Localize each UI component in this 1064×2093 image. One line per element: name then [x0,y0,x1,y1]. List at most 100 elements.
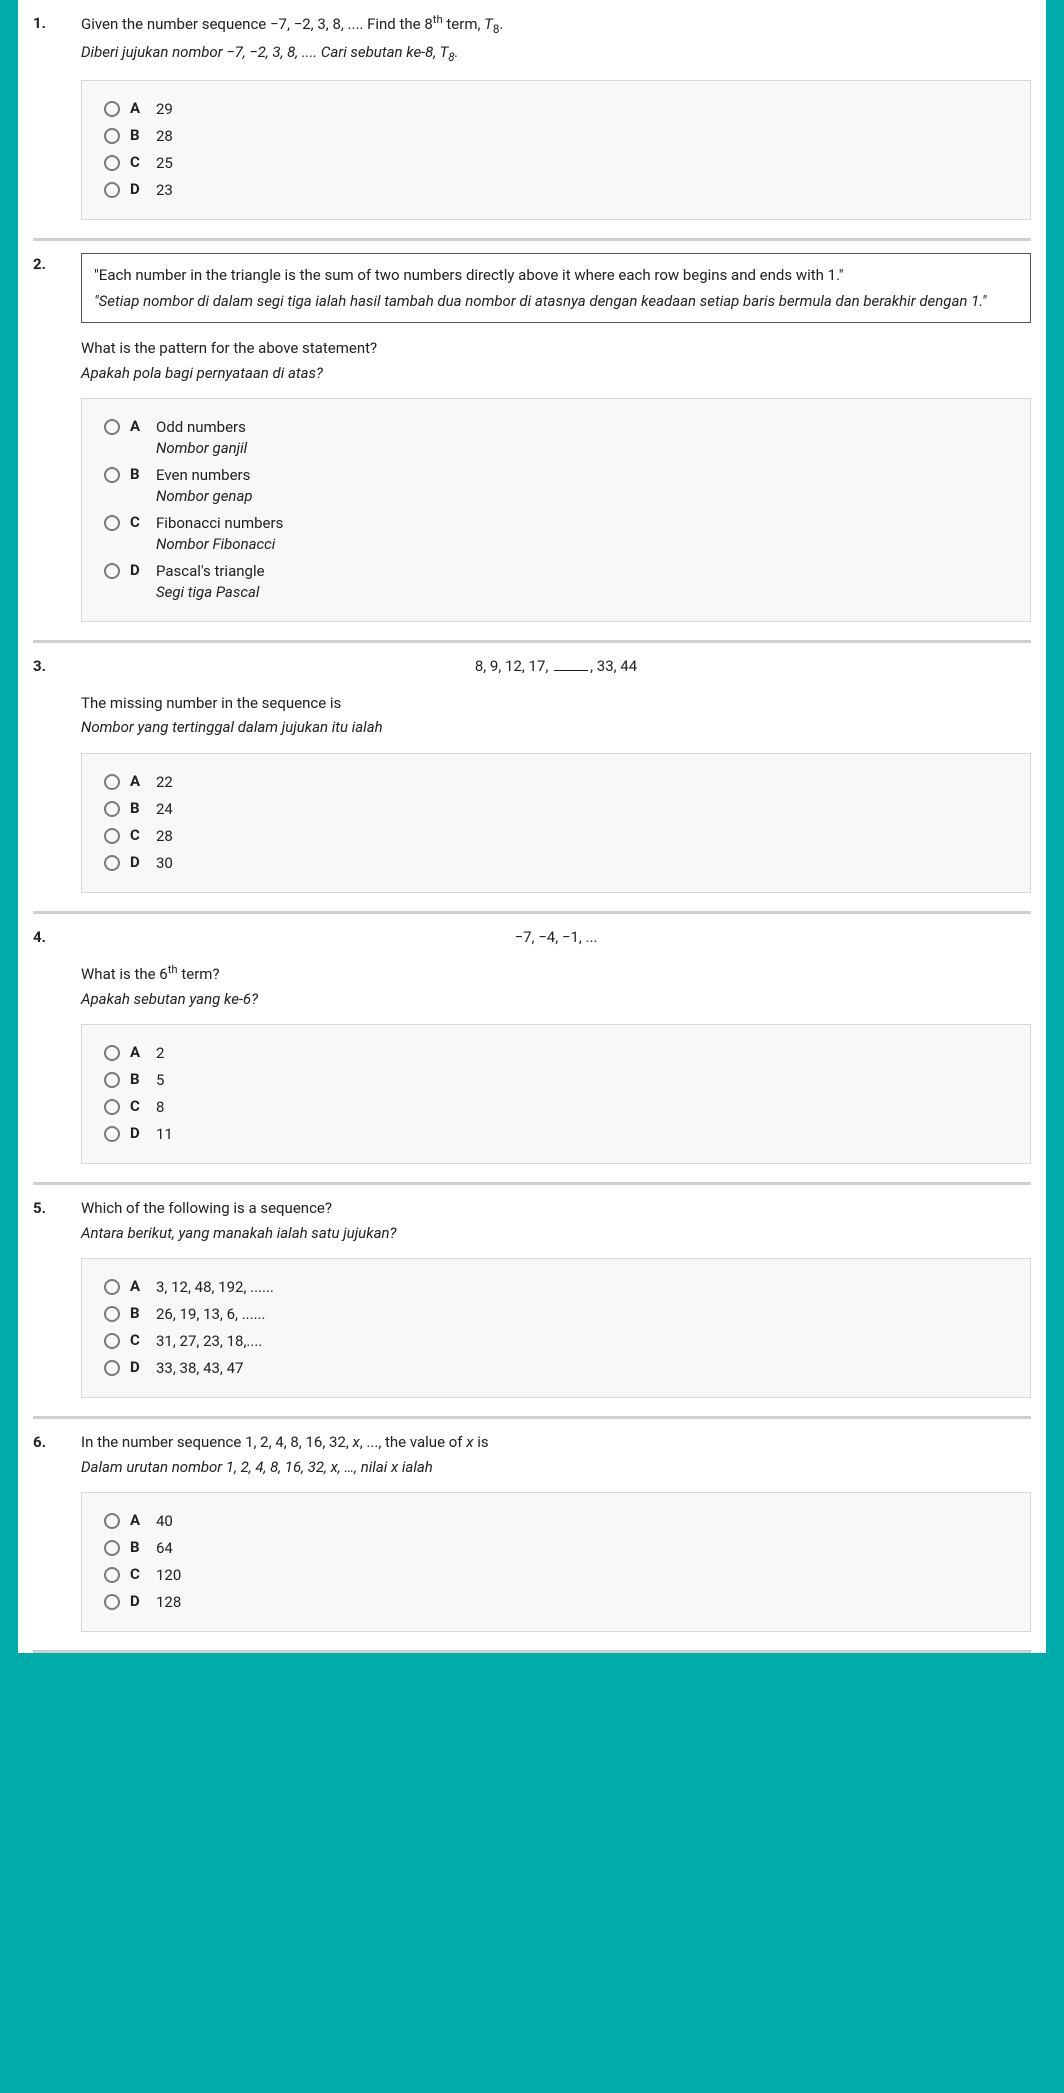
option-content: 5 [156,1070,1008,1091]
radio-icon[interactable] [104,1594,120,1610]
radio-icon[interactable] [104,563,120,579]
option-en: Fibonacci numbers [156,513,1008,534]
options-box: A2B5C8D11 [81,1024,1031,1164]
radio-icon[interactable] [104,1360,120,1376]
option[interactable]: A29 [104,99,1008,120]
radio-icon[interactable] [104,1126,120,1142]
radio-icon[interactable] [104,1072,120,1088]
option[interactable]: C 25 [104,153,1008,174]
option-letter: B [130,1070,146,1088]
radio-icon[interactable] [104,1099,120,1115]
radio-icon[interactable] [104,774,120,790]
option-content: 40 [156,1511,1008,1532]
question-text-en: What is the 6th term? [81,962,1031,986]
radio-icon[interactable] [104,515,120,531]
question: 4.−7, −4, −1, ...What is the 6th term?Ap… [18,914,1046,1165]
option-letter: C [130,1331,146,1349]
radio-icon[interactable] [104,467,120,483]
question-text-en: In the number sequence 1, 2, 4, 8, 16, 3… [81,1431,1031,1454]
option[interactable]: B28 [104,126,1008,147]
option-ms: Nombor ganjil [156,438,1008,459]
quote-ms: "Setiap nombor di dalam segi tiga ialah … [94,290,1018,313]
option-content: 28 [156,126,1008,147]
option[interactable]: D 30 [104,853,1008,874]
option-letter: C [130,1565,146,1583]
option-en: 25 [156,153,1008,174]
question-text-ms: Diberi jujukan nombor −7, −2, 3, 8, ....… [81,41,1031,67]
option[interactable]: C 31, 27, 23, 18,.... [104,1331,1008,1352]
option-letter: A [130,1043,146,1061]
radio-icon[interactable] [104,855,120,871]
option[interactable]: AOdd numbersNombor ganjil [104,417,1008,459]
question-number: 2. [33,253,81,622]
radio-icon[interactable] [104,1540,120,1556]
option-letter: C [130,513,146,531]
option-letter: A [130,1511,146,1529]
option[interactable]: C 28 [104,826,1008,847]
option-en: 24 [156,799,1008,820]
question-body: −7, −4, −1, ...What is the 6th term?Apak… [81,926,1031,1165]
question-text-en: Which of the following is a sequence? [81,1197,1031,1220]
option-content: 26, 19, 13, 6, ...... [156,1304,1008,1325]
question: 6.In the number sequence 1, 2, 4, 8, 16,… [18,1419,1046,1632]
option[interactable]: B5 [104,1070,1008,1091]
option-letter: C [130,826,146,844]
radio-icon[interactable] [104,1333,120,1349]
option[interactable]: A 40 [104,1511,1008,1532]
question: 5.Which of the following is a sequence?A… [18,1185,1046,1398]
option[interactable]: B24 [104,799,1008,820]
radio-icon[interactable] [104,1513,120,1529]
option[interactable]: C 120 [104,1565,1008,1586]
question-body: Which of the following is a sequence?Ant… [81,1197,1031,1398]
option[interactable]: C8 [104,1097,1008,1118]
option-content: 28 [156,826,1008,847]
option[interactable]: CFibonacci numbersNombor Fibonacci [104,513,1008,555]
radio-icon[interactable] [104,182,120,198]
options-box: A 40 B64 C 120 D128 [81,1492,1031,1632]
radio-icon[interactable] [104,419,120,435]
option[interactable]: D 23 [104,180,1008,201]
quote-en: "Each number in the triangle is the sum … [94,264,1018,287]
radio-icon[interactable] [104,1279,120,1295]
option-content: 11 [156,1124,1008,1145]
question-text-ms: Apakah sebutan yang ke-6? [81,988,1031,1011]
question-text-en: Given the number sequence −7, −2, 3, 8, … [81,12,1031,39]
radio-icon[interactable] [104,828,120,844]
option[interactable]: D11 [104,1124,1008,1145]
radio-icon[interactable] [104,101,120,117]
option-content: 25 [156,153,1008,174]
radio-icon[interactable] [104,801,120,817]
option-content: Even numbersNombor genap [156,465,1008,507]
options-box: A3, 12, 48, 192, ...... B26, 19, 13, 6, .… [81,1258,1031,1398]
option-letter: B [130,465,146,483]
option[interactable]: A3, 12, 48, 192, ...... [104,1277,1008,1298]
radio-icon[interactable] [104,1306,120,1322]
question-number: 3. [33,655,81,893]
option-letter: D [130,180,146,198]
option[interactable]: A22 [104,772,1008,793]
option-content: 3, 12, 48, 192, ...... [156,1277,1008,1298]
option-content: 120 [156,1565,1008,1586]
option[interactable]: A2 [104,1043,1008,1064]
option-letter: A [130,417,146,435]
radio-icon[interactable] [104,155,120,171]
option-letter: D [130,853,146,871]
radio-icon[interactable] [104,1045,120,1061]
option-letter: C [130,153,146,171]
option[interactable]: B Even numbersNombor genap [104,465,1008,507]
option[interactable]: B64 [104,1538,1008,1559]
option-content: 30 [156,853,1008,874]
radio-icon[interactable] [104,128,120,144]
radio-icon[interactable] [104,1567,120,1583]
option-en: 64 [156,1538,1008,1559]
question: 2. "Each number in the triangle is the su… [18,241,1046,622]
question-text-en: What is the pattern for the above statem… [81,337,1031,360]
option-en: 23 [156,180,1008,201]
option[interactable]: B26, 19, 13, 6, ...... [104,1304,1008,1325]
option[interactable]: D33, 38, 43, 47 [104,1358,1008,1379]
option[interactable]: D128 [104,1592,1008,1613]
option[interactable]: DPascal's triangleSegi tiga Pascal [104,561,1008,603]
option-en: 31, 27, 23, 18,.... [156,1331,1008,1352]
option-letter: C [130,1097,146,1115]
option-en: 2 [156,1043,1008,1064]
